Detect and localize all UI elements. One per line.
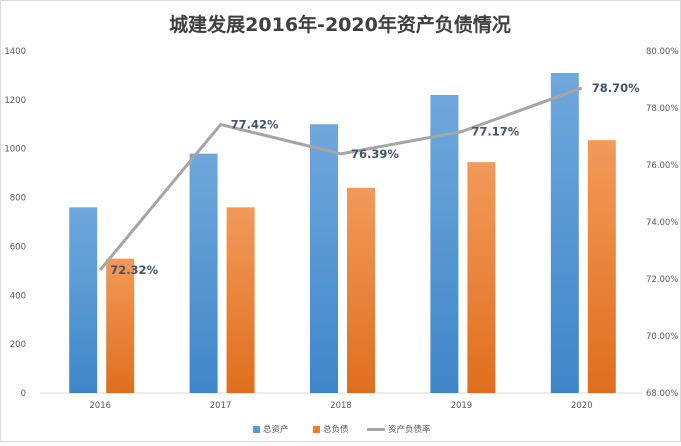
total-liabilities-bar xyxy=(226,207,255,393)
total-liabilities-bar xyxy=(106,258,135,393)
total-liabilities-bar xyxy=(347,187,375,393)
total-assets-bar xyxy=(189,153,218,393)
legend-label: 总负债 xyxy=(323,424,349,435)
x-tick-label: 2019 xyxy=(451,401,473,411)
legend-label: 总资产 xyxy=(263,424,289,435)
total-liabilities-bar xyxy=(587,140,616,393)
debt-ratio-data-label: 77.42% xyxy=(231,118,279,132)
debt-ratio-data-label: 78.70% xyxy=(592,81,640,95)
legend-label: 资产负债率 xyxy=(388,424,431,435)
total-liabilities-bar xyxy=(467,162,496,393)
debt-ratio-data-label: 72.32% xyxy=(110,263,158,277)
left-axis: 0 200 400 600 800 1000 1200 1400 xyxy=(4,47,26,399)
bars-group xyxy=(69,72,616,394)
line-group: 72.32% 77.42% 76.39% 77.17% 78.70% xyxy=(99,81,640,277)
x-tick-label: 2017 xyxy=(210,401,232,411)
y-right-tick-label: 76.00% xyxy=(646,161,678,171)
y-left-tick-label: 1200 xyxy=(4,96,26,106)
total-assets-bar xyxy=(430,94,459,393)
y-left-tick-label: 600 xyxy=(10,242,26,252)
chart-title: 城建发展2016年-2020年资产负债情况 xyxy=(169,13,511,36)
y-right-tick-label: 80.00% xyxy=(646,47,678,57)
y-left-tick-label: 400 xyxy=(10,291,26,301)
y-left-tick-label: 800 xyxy=(10,194,26,204)
debt-ratio-data-label: 77.17% xyxy=(471,125,519,139)
debt-ratio-line xyxy=(99,86,583,271)
y-left-tick-label: 0 xyxy=(21,389,26,399)
legend: 总资产 总负债 资产负债率 xyxy=(253,424,431,435)
y-left-tick-label: 1400 xyxy=(4,47,26,57)
y-right-tick-label: 70.00% xyxy=(646,332,678,342)
total-assets-bar xyxy=(550,72,579,393)
debt-ratio-data-label: 76.39% xyxy=(351,147,399,161)
x-axis-labels: 2016 2017 2018 2019 2020 xyxy=(89,401,592,411)
y-left-tick-label: 1000 xyxy=(4,145,26,155)
x-tick-label: 2016 xyxy=(89,401,111,411)
y-right-tick-label: 74.00% xyxy=(646,218,678,228)
x-tick-label: 2020 xyxy=(571,401,593,411)
legend-swatch xyxy=(313,426,320,433)
y-right-tick-label: 72.00% xyxy=(646,275,678,285)
y-right-tick-label: 68.00% xyxy=(646,389,678,399)
total-assets-bar xyxy=(69,207,98,393)
right-axis: 68.00% 70.00% 72.00% 74.00% 76.00% 78.00% 80.0… xyxy=(646,47,678,399)
legend-swatch xyxy=(253,426,260,433)
x-tick-label: 2018 xyxy=(330,401,352,411)
y-right-tick-label: 78.00% xyxy=(646,104,678,114)
y-left-tick-label: 200 xyxy=(10,340,26,350)
total-assets-bar xyxy=(310,124,338,394)
